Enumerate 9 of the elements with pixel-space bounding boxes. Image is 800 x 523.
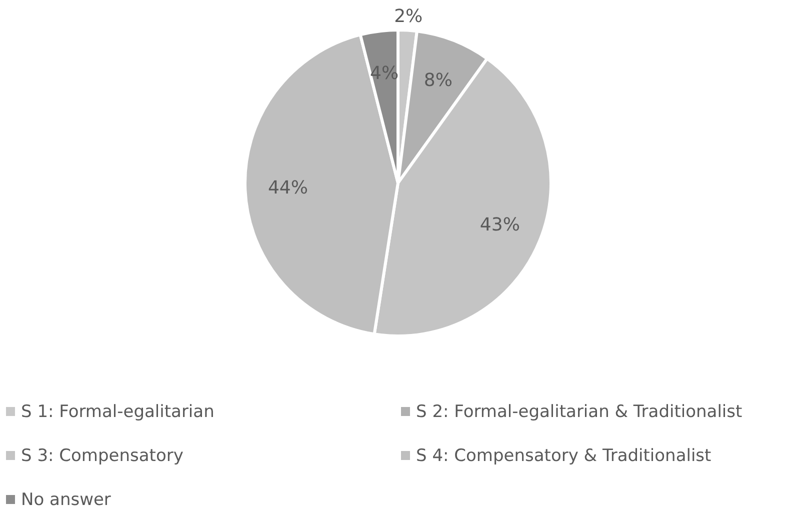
legend-label: S 2: Formal-egalitarian & Traditionalist xyxy=(416,402,742,422)
data-label: 2% xyxy=(394,6,423,27)
data-label: 44% xyxy=(268,178,308,199)
legend-label: S 1: Formal-egalitarian xyxy=(21,402,214,422)
data-label: 8% xyxy=(424,70,452,91)
legend-label: No answer xyxy=(21,490,111,510)
data-label: 43% xyxy=(480,214,520,236)
legend-label: S 3: Compensatory xyxy=(21,446,184,466)
legend-label: S 4: Compensatory & Traditionalist xyxy=(416,446,712,466)
